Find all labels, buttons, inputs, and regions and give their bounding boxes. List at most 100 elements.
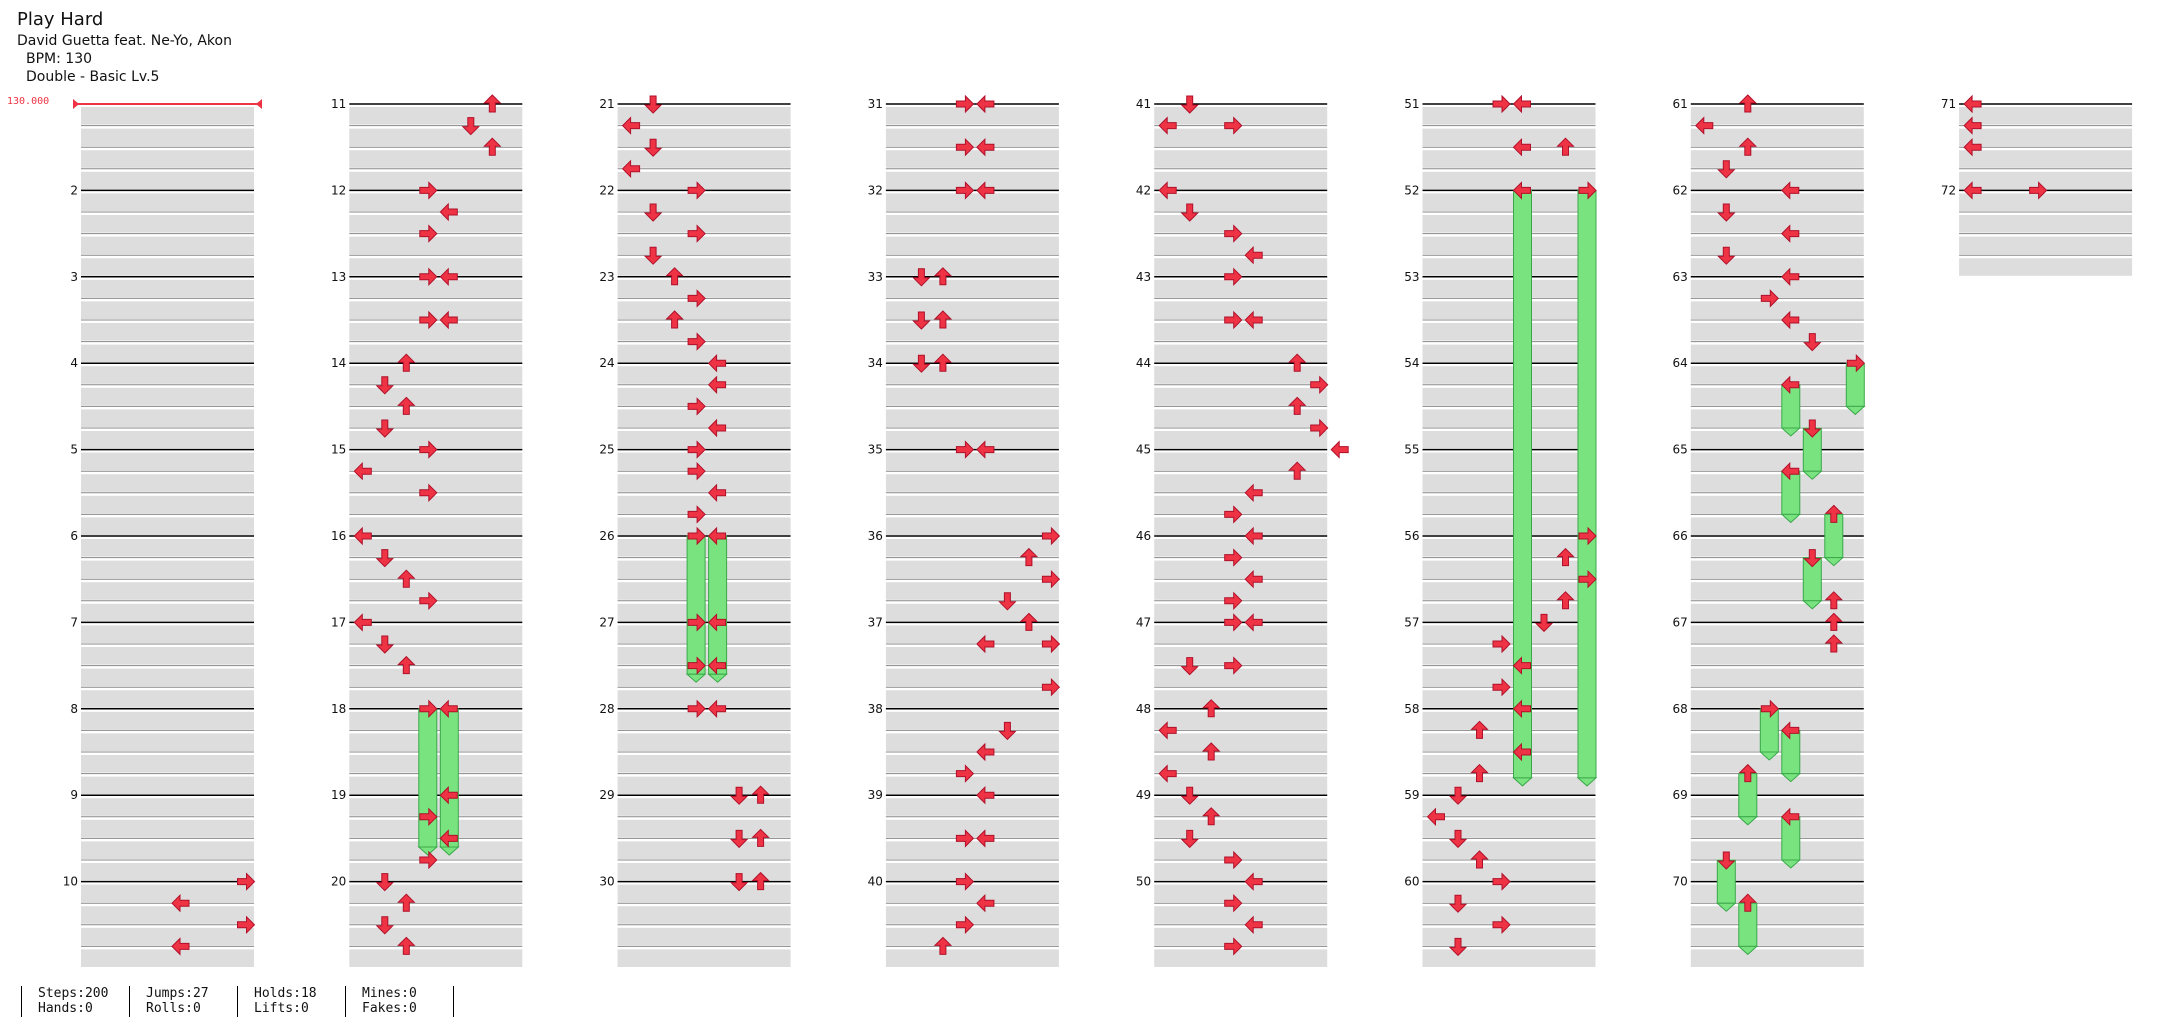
beat-lines: [81, 103, 2133, 947]
rolls-count: Rolls:0: [146, 1001, 201, 1016]
beat-stripe: [1690, 150, 1864, 168]
measure-number: 30: [599, 875, 614, 889]
arrow-down-icon: [643, 246, 663, 265]
measure-number: 15: [331, 443, 346, 457]
arrow-left-icon: [707, 353, 727, 373]
beat-stripe: [1154, 409, 1328, 427]
measure-number: 9: [70, 788, 78, 802]
bpm-label: BPM: 130: [26, 51, 93, 67]
beat-stripe: [1422, 906, 1596, 924]
beat-stripe: [1422, 409, 1596, 427]
beat-stripe: [885, 366, 1059, 384]
song-title: Play Hard: [17, 9, 104, 30]
arrow-left-icon: [1158, 116, 1177, 135]
beat-stripe: [349, 582, 523, 600]
measure-number: 70: [1673, 875, 1688, 889]
arrow-left-icon: [1330, 440, 1349, 459]
beat-stripe: [617, 474, 791, 492]
beat-stripe: [1690, 819, 1864, 838]
arrow-right-icon: [1492, 915, 1511, 935]
beat-stripe: [617, 344, 791, 363]
beat-stripe: [81, 301, 254, 319]
beat-stripe: [81, 193, 254, 211]
measure-number: 11: [331, 97, 346, 111]
beat-stripe: [1422, 668, 1596, 687]
measure-number: 49: [1136, 788, 1151, 802]
arrow-up-icon: [751, 828, 770, 847]
arrow-left-icon: [439, 829, 458, 848]
arrow-right-icon: [419, 483, 438, 503]
beat-stripe: [617, 668, 791, 687]
arrow-up-icon: [397, 396, 416, 415]
hold-tail: [438, 846, 460, 856]
arrow-right-icon: [1492, 677, 1511, 697]
step-chart: 2345678910111213141516171819202122232425…: [7, 94, 2133, 967]
arrow-down-icon: [1803, 419, 1822, 438]
beat-stripe: [617, 517, 791, 535]
beat-stripe: [1154, 344, 1328, 363]
beat-stripe: [885, 517, 1059, 535]
beat-stripe: [81, 279, 254, 298]
beat-stripe: [1154, 171, 1328, 190]
beat-stripe: [1690, 215, 1864, 233]
measure-number: 28: [599, 702, 614, 716]
measure-number: 66: [1673, 529, 1688, 543]
arrow-right-icon: [1224, 893, 1243, 913]
beat-stripe: [1154, 452, 1328, 471]
song-header: Play Hard David Guetta feat. Ne-Yo, Akon…: [17, 8, 232, 86]
arrow-left-icon: [1781, 721, 1800, 740]
arrow-down-icon: [375, 916, 395, 935]
beat-stripe: [81, 215, 254, 233]
beat-stripe: [1690, 495, 1864, 514]
beat-stripe: [885, 258, 1059, 276]
arrow-left-icon: [353, 461, 372, 481]
beat-stripe: [81, 236, 254, 255]
arrow-left-icon: [976, 829, 995, 848]
beat-stripe: [885, 495, 1059, 514]
hold-body: [686, 535, 706, 675]
beat-stripe: [885, 431, 1059, 449]
beat-stripe: [1154, 733, 1328, 751]
beat-stripe: [349, 107, 523, 125]
arrow-down-icon: [1803, 333, 1822, 352]
beat-stripe: [885, 409, 1059, 427]
measure-number: 4: [70, 356, 78, 370]
hold-tail: [1780, 773, 1802, 783]
beat-stripe: [885, 560, 1059, 579]
arrow-up-icon: [1287, 396, 1307, 415]
beat-stripe: [1154, 711, 1328, 730]
beat-stripe: [81, 863, 254, 881]
beat-stripe: [1154, 841, 1328, 859]
measure-number: 51: [1404, 97, 1419, 111]
beat-stripe: [1422, 495, 1596, 514]
hands-count: Hands:0: [38, 1001, 93, 1016]
beat-stripe: [1422, 647, 1596, 665]
beat-stripe: [1690, 603, 1864, 622]
arrow-up-icon: [1019, 547, 1039, 567]
beat-stripe: [349, 128, 523, 147]
beat-stripe: [81, 625, 254, 643]
beat-stripe: [1422, 690, 1596, 708]
arrow-down-icon: [912, 354, 931, 373]
beat-stripe: [349, 625, 523, 643]
arrow-left-icon: [976, 893, 995, 913]
bpm-marker-right-tick: [256, 99, 262, 109]
arrow-up-icon: [1824, 504, 1844, 523]
beat-stripe: [81, 474, 254, 492]
beat-stripe: [1422, 841, 1596, 859]
arrow-down-icon: [1717, 160, 1736, 179]
arrow-right-icon: [955, 181, 975, 200]
measure-number: 44: [1136, 356, 1151, 370]
arrow-left-icon: [439, 699, 458, 719]
arrow-down-icon: [643, 203, 663, 222]
beat-stripe: [617, 387, 791, 406]
measure-number: 17: [331, 615, 346, 629]
arrow-left-icon: [1244, 872, 1263, 891]
arrow-up-icon: [483, 94, 502, 113]
beat-stripe: [81, 582, 254, 600]
beat-stripe: [1154, 150, 1328, 168]
hold-body: [1513, 189, 1532, 779]
beat-stripe: [1154, 279, 1328, 298]
beat-stripe: [1690, 344, 1864, 363]
beat-stripe: [349, 258, 523, 276]
